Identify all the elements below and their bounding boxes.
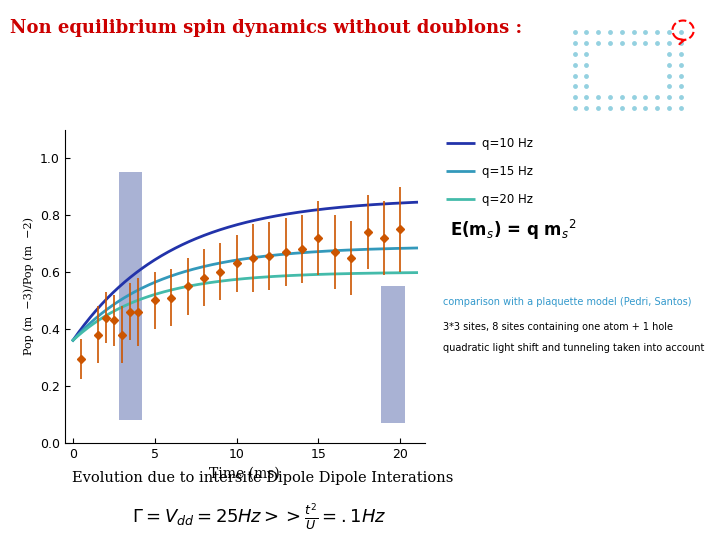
Text: $\Gamma = V_{dd} = 25Hz >> \frac{t^2}{U} = .1Hz$: $\Gamma = V_{dd} = 25Hz >> \frac{t^2}{U}…	[132, 502, 387, 533]
Y-axis label: Pop (m  −3)/Pop (m  −2): Pop (m −3)/Pop (m −2)	[24, 217, 35, 355]
Text: Non equilibrium spin dynamics without doublons :: Non equilibrium spin dynamics without do…	[10, 19, 523, 37]
X-axis label: Time (ms): Time (ms)	[210, 466, 280, 480]
Text: quadratic light shift and tunneling taken into account: quadratic light shift and tunneling take…	[443, 343, 704, 353]
Text: 3*3 sites, 8 sites containing one atom + 1 hole: 3*3 sites, 8 sites containing one atom +…	[443, 322, 672, 332]
Text: q=20 Hz: q=20 Hz	[482, 193, 534, 206]
Text: comparison with a plaquette model (Pedri, Santos): comparison with a plaquette model (Pedri…	[443, 298, 691, 307]
Bar	[119, 172, 142, 420]
Text: E(m$_s$) = q m$_s$$^2$: E(m$_s$) = q m$_s$$^2$	[450, 218, 576, 241]
Text: q=10 Hz: q=10 Hz	[482, 137, 534, 150]
Text: Evolution due to intersite Dipole Dipole Interations: Evolution due to intersite Dipole Dipole…	[72, 471, 454, 485]
Text: q=15 Hz: q=15 Hz	[482, 165, 534, 178]
Bar	[381, 286, 405, 423]
